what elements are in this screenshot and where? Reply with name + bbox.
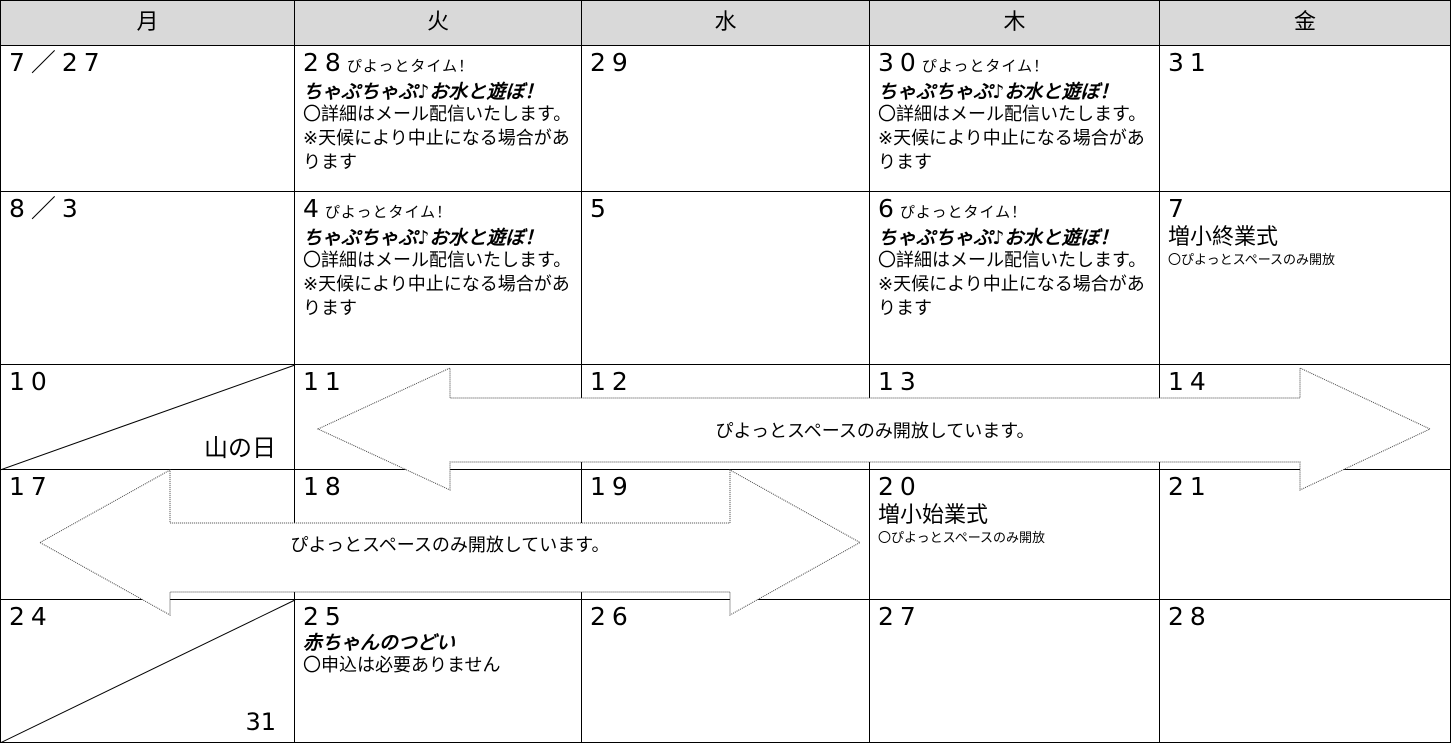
date: 7 [1168, 194, 1442, 224]
diagonal [0, 599, 296, 743]
date-number: 28 [303, 48, 347, 77]
date-number: 26 [590, 602, 634, 631]
event-title: 赤ちゃんのつどい [303, 632, 456, 654]
event-title: ちゃぷちゃぷ♪お水と遊ぼ！ [878, 81, 1119, 103]
date: 10 [9, 367, 286, 397]
date-number: 30 [878, 48, 922, 77]
date: 25 [303, 602, 573, 632]
day-cell: 8／3 [0, 192, 295, 365]
date-number: 24 [9, 602, 53, 631]
note: ぴよっとタイム！ [324, 203, 453, 221]
day-header: 金 [1160, 0, 1451, 46]
corner-label: 山の日 [204, 434, 276, 462]
date-number: 31 [1168, 48, 1212, 77]
date: 24 [9, 602, 286, 632]
event-text: 〇詳細はメール配信いたします。※天候により中止になる場合があります [878, 104, 1147, 173]
date-number: 20 [878, 472, 922, 501]
day-cell: 30ぴよっとタイム！ ちゃぷちゃぷ♪お水と遊ぼ！ 〇詳細はメール配信いたします。※天… [870, 46, 1160, 192]
day-cell: 20 増小始業式〇ぴよっとスペースのみ開放 [870, 470, 1160, 600]
note: ぴよっとタイム！ [921, 57, 1050, 75]
date: 28ぴよっとタイム！ [303, 48, 573, 81]
date: 20 [878, 472, 1151, 502]
event-title: ちゃぷちゃぷ♪お水と遊ぼ！ [303, 81, 544, 103]
corner-label: 31 [245, 708, 276, 736]
banner-text: ぴよっとスペースのみ開放しています。 [715, 421, 1035, 442]
date-number: 5 [590, 194, 612, 223]
event-text: 〇詳細はメール配信いたします。※天候により中止になる場合があります [303, 104, 572, 173]
date: 6ぴよっとタイム！ [878, 194, 1151, 227]
event-text: 〇申込は必要ありません [303, 655, 501, 676]
date: 26 [590, 602, 861, 632]
day-header: 木 [870, 0, 1160, 46]
day-cell: 5 [582, 192, 870, 365]
day-cell: 19 [582, 470, 870, 600]
date-number: 17 [9, 472, 53, 501]
event-text: 〇詳細はメール配信いたします。※天候により中止になる場合があります [878, 250, 1147, 319]
day-cell: 24 31 [0, 600, 295, 743]
note: ぴよっとタイム！ [899, 203, 1028, 221]
date: 8／3 [9, 194, 286, 224]
day-cell: 29 [582, 46, 870, 192]
day-cell: 4ぴよっとタイム！ ちゃぷちゃぷ♪お水と遊ぼ！ 〇詳細はメール配信いたします。※天候… [295, 192, 582, 365]
date-number: 28 [1168, 602, 1212, 631]
date-number: 29 [590, 48, 634, 77]
date: 18 [303, 472, 573, 502]
date-number: 11 [303, 367, 347, 396]
event-sub: 〇ぴよっとスペースのみ開放 [1168, 253, 1336, 268]
date: 31 [1168, 48, 1442, 78]
date-number: 10 [9, 367, 53, 396]
day-cell: 28ぴよっとタイム！ ちゃぷちゃぷ♪お水と遊ぼ！ 〇詳細はメール配信いたします。※天… [295, 46, 582, 192]
event-sub: 〇ぴよっとスペースのみ開放 [878, 531, 1046, 546]
date-number: 8／3 [9, 194, 84, 223]
day-cell: 7／27 [0, 46, 295, 192]
day-header: 水 [582, 0, 870, 46]
note: ぴよっとタイム！ [346, 57, 475, 75]
date: 7／27 [9, 48, 286, 78]
date: 19 [590, 472, 861, 502]
date: 13 [878, 367, 1151, 397]
date: 27 [878, 602, 1151, 632]
date-number: 27 [878, 602, 922, 631]
date: 17 [9, 472, 286, 502]
date-number: 13 [878, 367, 922, 396]
date: 12 [590, 367, 861, 397]
date-number: 6 [878, 194, 900, 223]
date: 5 [590, 194, 861, 224]
day-header: 月 [0, 0, 295, 46]
arrow [38, 469, 862, 616]
arrow [316, 367, 1432, 491]
day-header: 火 [295, 0, 582, 46]
date-number: 4 [303, 194, 325, 223]
date: 14 [1168, 367, 1442, 397]
event: 増小終業式 [1168, 225, 1279, 250]
event-text: 〇詳細はメール配信いたします。※天候により中止になる場合があります [303, 250, 572, 319]
date-number: 19 [590, 472, 634, 501]
banner-text: ぴよっとスペースのみ開放しています。 [290, 534, 610, 556]
event: 増小始業式 [878, 503, 989, 528]
date-number: 21 [1168, 472, 1212, 501]
day-cell: 10 山の日 [0, 365, 295, 470]
day-cell: 6ぴよっとタイム！ ちゃぷちゃぷ♪お水と遊ぼ！ 〇詳細はメール配信いたします。※天候… [870, 192, 1160, 365]
date-number: 25 [303, 602, 347, 631]
date: 21 [1168, 472, 1442, 502]
event-title: ちゃぷちゃぷ♪お水と遊ぼ！ [303, 227, 544, 249]
diagonal [0, 364, 296, 471]
date-number: 14 [1168, 367, 1212, 396]
date: 11 [303, 367, 573, 397]
date: 28 [1168, 602, 1442, 632]
date: 29 [590, 48, 861, 78]
date: 30ぴよっとタイム！ [878, 48, 1151, 81]
date: 4ぴよっとタイム！ [303, 194, 573, 227]
event-title: ちゃぷちゃぷ♪お水と遊ぼ！ [878, 227, 1119, 249]
date-number: 7／27 [9, 48, 106, 77]
date-number: 7 [1168, 194, 1190, 223]
date-number: 18 [303, 472, 347, 501]
date-number: 12 [590, 367, 634, 396]
